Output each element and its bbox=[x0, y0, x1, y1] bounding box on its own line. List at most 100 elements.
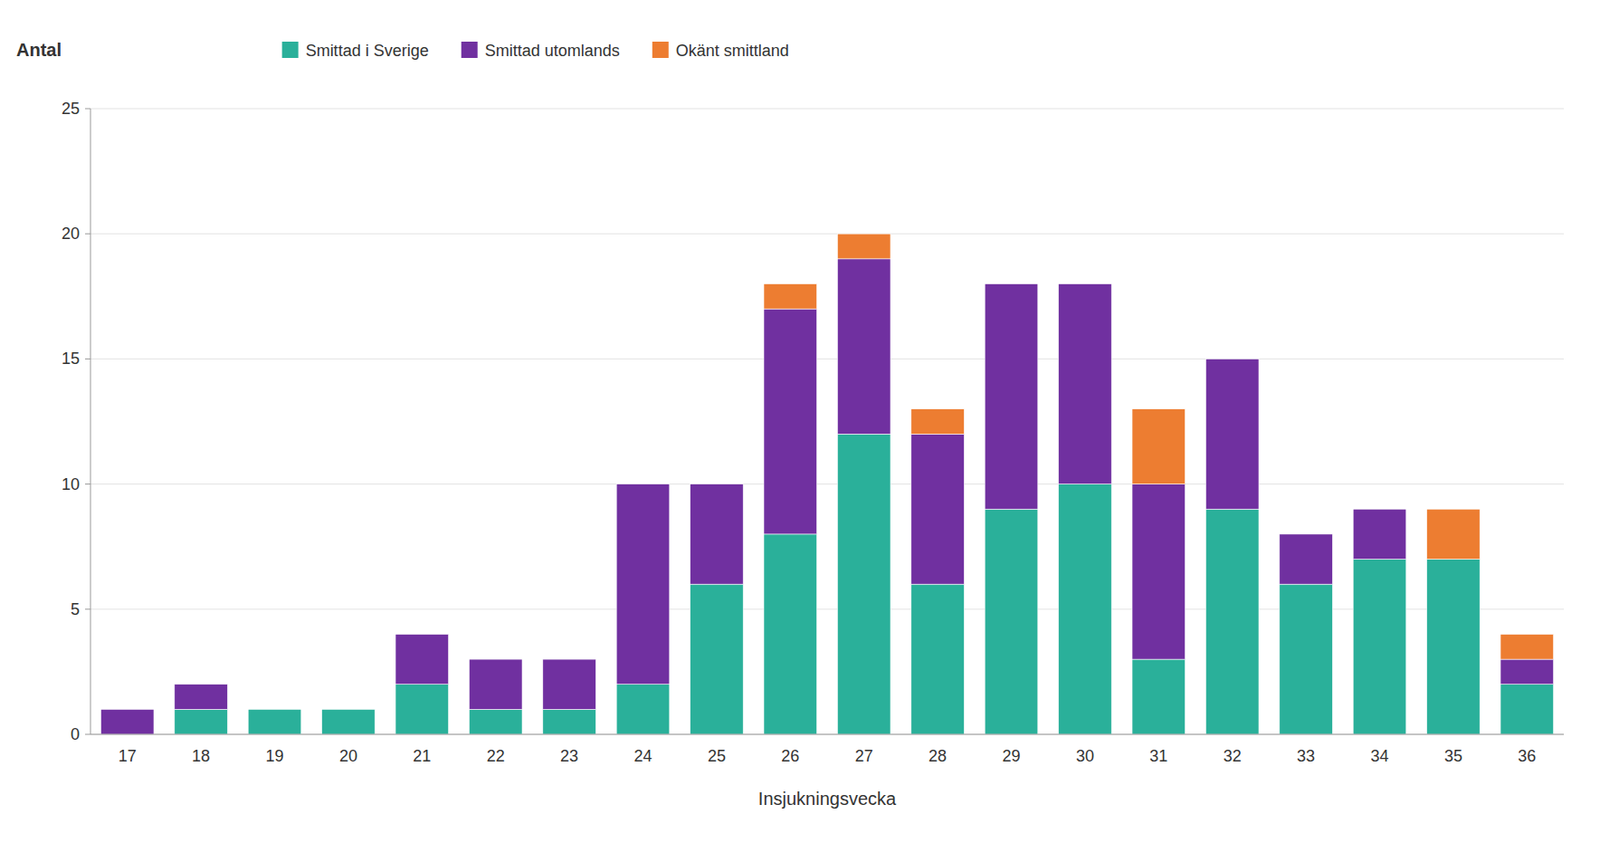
bar-segment bbox=[468, 708, 523, 734]
bar-segment bbox=[1205, 358, 1259, 509]
legend: Smittad i Sverige Smittad utomlands Okänt … bbox=[282, 41, 790, 60]
bar-segment bbox=[690, 483, 744, 485]
bar-segment bbox=[1205, 358, 1259, 360]
bar-segment bbox=[1279, 533, 1334, 534]
x-axis-line bbox=[90, 733, 1564, 735]
bar-segment bbox=[1132, 409, 1186, 485]
legend-label: Okänt smittland bbox=[676, 41, 790, 60]
x-tick-label: 23 bbox=[560, 746, 579, 765]
y-axis-label: Antal bbox=[16, 39, 62, 60]
bar-segment bbox=[837, 258, 891, 434]
bar-segment bbox=[247, 708, 302, 734]
x-tick-label: 29 bbox=[1001, 746, 1020, 765]
bar-segment bbox=[395, 684, 449, 734]
bar-segment bbox=[984, 508, 1039, 734]
bar-segment bbox=[1132, 484, 1186, 659]
bar-segment bbox=[763, 283, 818, 309]
bar-segment bbox=[690, 484, 744, 585]
x-tick-label: 25 bbox=[707, 746, 726, 765]
x-tick-label: 36 bbox=[1517, 746, 1536, 765]
bar-segment bbox=[542, 708, 597, 734]
bar-segment bbox=[1058, 283, 1113, 484]
x-tick-label: 28 bbox=[928, 746, 947, 765]
bar-segment bbox=[616, 484, 670, 685]
chart: 0 5 10 15 20 25 17 18 19 20 21 22 23 24 25 26 27 28 29 30 31… bbox=[0, 0, 1600, 843]
y-tick bbox=[85, 608, 91, 610]
bar-segment bbox=[1500, 658, 1554, 685]
y-axis-line bbox=[90, 108, 92, 734]
y-tick-label: 5 bbox=[70, 600, 80, 619]
x-tick-label: 22 bbox=[486, 746, 505, 765]
bar-segment bbox=[837, 233, 891, 259]
grid-line bbox=[90, 608, 1564, 610]
grid-line bbox=[90, 233, 1564, 235]
x-tick-label: 31 bbox=[1149, 746, 1168, 765]
bar-segment bbox=[911, 433, 965, 584]
bar-segment bbox=[322, 708, 376, 734]
y-tick-label: 25 bbox=[61, 99, 80, 118]
x-tick-label: 32 bbox=[1223, 746, 1242, 765]
x-tick-label: 27 bbox=[855, 746, 874, 765]
y-tick bbox=[85, 108, 91, 110]
x-tick-label: 30 bbox=[1076, 746, 1095, 765]
bar-segment bbox=[911, 409, 965, 435]
x-tick-label: 24 bbox=[633, 746, 652, 765]
x-tick-label: 21 bbox=[412, 746, 431, 765]
y-tick-label: 0 bbox=[70, 724, 80, 743]
x-tick-label: 34 bbox=[1370, 746, 1389, 765]
grid-line bbox=[90, 358, 1564, 360]
bar-segment bbox=[984, 283, 1039, 285]
bar-segment bbox=[1500, 684, 1554, 734]
bar-segment bbox=[763, 308, 818, 534]
bar-segment bbox=[468, 658, 523, 709]
bar-segment bbox=[542, 658, 597, 709]
bar-segment bbox=[100, 708, 154, 734]
bar-segment bbox=[1279, 533, 1334, 584]
y-tick-label: 20 bbox=[61, 224, 80, 243]
bar-segment bbox=[1352, 559, 1407, 734]
bar-segment bbox=[1058, 484, 1113, 734]
bar-segment bbox=[1427, 508, 1481, 559]
bar-segment bbox=[542, 658, 597, 660]
y-tick bbox=[85, 358, 91, 360]
x-tick-label: 26 bbox=[780, 746, 800, 765]
bar-segment bbox=[616, 684, 670, 734]
legend-label: Smittad utomlands bbox=[485, 41, 620, 60]
bar-segment bbox=[247, 708, 302, 710]
bar-segment bbox=[100, 708, 154, 710]
x-tick-label: 33 bbox=[1296, 746, 1315, 765]
bar-segment bbox=[1058, 283, 1113, 285]
bar-segment bbox=[1427, 559, 1481, 734]
x-tick-label: 20 bbox=[339, 746, 358, 765]
y-tick-label: 10 bbox=[61, 475, 80, 494]
bar-segment bbox=[395, 633, 449, 684]
bar-segment bbox=[1352, 508, 1407, 510]
bar-segment bbox=[322, 708, 376, 710]
bar-segment bbox=[395, 633, 449, 635]
bar-segment bbox=[174, 683, 229, 685]
grid-line bbox=[90, 733, 1564, 735]
bar-segment bbox=[690, 583, 744, 734]
bar-segment bbox=[763, 533, 818, 734]
x-tick-label: 17 bbox=[118, 746, 137, 765]
legend-swatch bbox=[282, 41, 299, 58]
legend-label: Smittad i Sverige bbox=[305, 41, 429, 60]
y-tick bbox=[85, 233, 91, 235]
x-tick-label: 35 bbox=[1444, 746, 1463, 765]
bar-segment bbox=[468, 658, 523, 660]
grid-line bbox=[90, 108, 1564, 110]
bar-segment bbox=[1279, 583, 1334, 734]
grid-line bbox=[90, 483, 1564, 485]
bar-segment bbox=[837, 433, 891, 734]
bar-segment bbox=[322, 708, 376, 710]
bar-segment bbox=[174, 684, 229, 710]
bar-segment bbox=[1352, 508, 1407, 559]
y-tick-label: 15 bbox=[61, 349, 80, 368]
x-tick-label: 19 bbox=[265, 746, 284, 765]
x-tick-label: 18 bbox=[191, 746, 210, 765]
bar-segment bbox=[247, 708, 302, 710]
y-tick bbox=[85, 733, 91, 735]
bar-segment bbox=[174, 708, 229, 734]
bar-segment bbox=[1205, 508, 1259, 734]
bar-segment bbox=[911, 583, 965, 734]
